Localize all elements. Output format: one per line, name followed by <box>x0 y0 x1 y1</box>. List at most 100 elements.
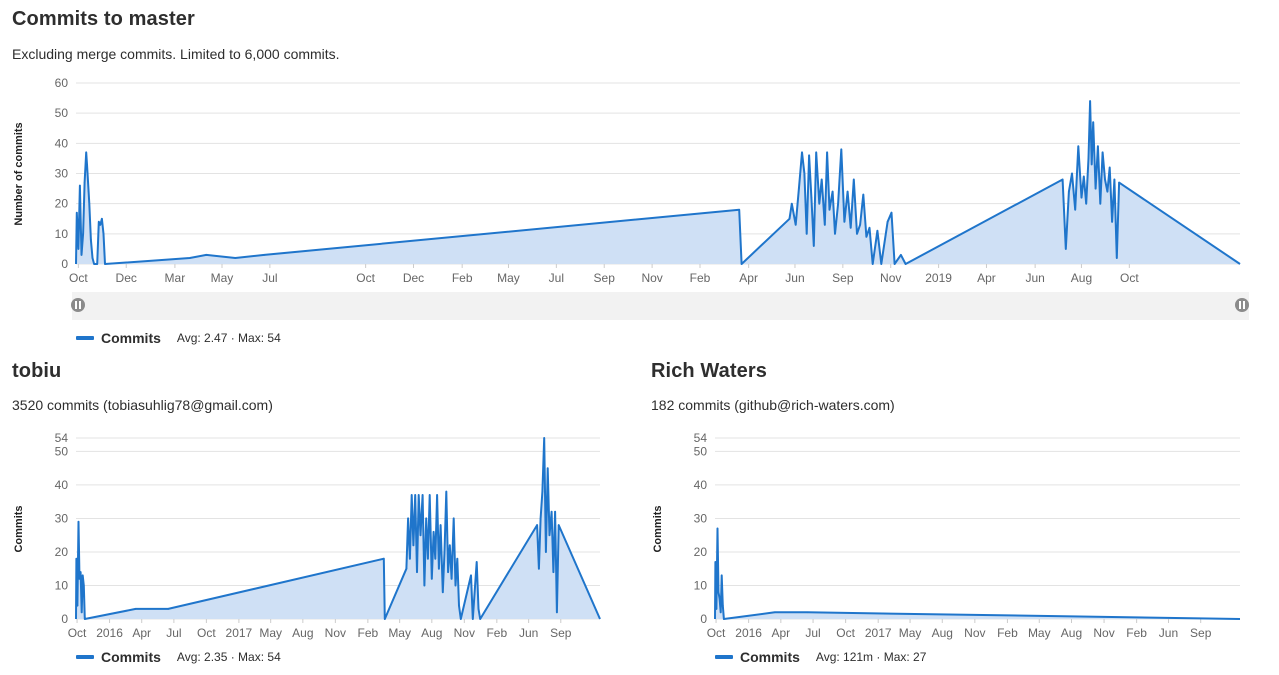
data-point <box>417 494 420 496</box>
legend-series-name[interactable]: Commits <box>101 330 161 346</box>
y-axis-label: Number of commits <box>13 122 25 225</box>
data-point <box>472 618 474 620</box>
y-tick-label: 20 <box>694 545 708 559</box>
data-point <box>1074 208 1076 211</box>
data-point <box>900 254 902 256</box>
data-point <box>1113 178 1116 181</box>
series-area <box>715 528 1240 619</box>
x-tick-label: Jul <box>549 271 564 285</box>
data-point <box>1099 202 1102 205</box>
data-point <box>263 254 266 256</box>
data-point <box>477 608 480 610</box>
data-point <box>91 257 94 259</box>
data-point <box>79 571 82 573</box>
data-point <box>714 561 717 563</box>
x-tick-label: Sep <box>832 271 854 285</box>
data-point <box>543 437 545 439</box>
data-point <box>414 494 417 496</box>
x-tick-label: Apr <box>772 626 791 640</box>
data-point <box>837 202 839 205</box>
data-point <box>479 618 482 620</box>
data-point <box>810 196 813 199</box>
zoom-handle-left[interactable] <box>71 298 85 312</box>
legend-series-name[interactable]: Commits <box>740 649 800 665</box>
data-point <box>871 263 874 265</box>
x-tick-label: May <box>497 271 520 285</box>
data-point <box>234 257 237 259</box>
data-point <box>167 608 169 610</box>
data-point <box>407 517 409 520</box>
legend-series-name[interactable]: Commits <box>101 649 161 665</box>
y-tick-label: 0 <box>61 612 68 626</box>
legend-stats: Avg: 2.47 · Max: 54 <box>176 331 281 345</box>
data-point <box>541 490 544 493</box>
data-point <box>80 611 83 614</box>
y-tick-label: 54 <box>694 431 708 445</box>
data-point <box>1097 145 1099 148</box>
data-point <box>102 233 105 235</box>
data-point <box>828 208 831 211</box>
x-tick-label: 2017 <box>226 626 253 640</box>
y-tick-label: 40 <box>694 478 708 492</box>
y-tick-label: 30 <box>55 511 69 525</box>
data-point <box>1085 202 1087 205</box>
data-point <box>442 591 444 593</box>
y-tick-label: 0 <box>700 612 707 626</box>
x-tick-label: Jun <box>785 271 804 285</box>
x-tick-label: Aug <box>1071 271 1092 285</box>
data-point <box>1077 145 1080 148</box>
data-point <box>1083 175 1085 178</box>
zoom-range-track[interactable] <box>72 292 1249 320</box>
data-point <box>439 524 442 526</box>
data-point <box>452 517 455 520</box>
data-point <box>83 584 85 587</box>
x-tick-label: Feb <box>690 271 711 285</box>
x-tick-label: Nov <box>454 626 475 640</box>
data-point <box>880 263 883 265</box>
data-point <box>1092 121 1094 123</box>
legend-swatch <box>76 336 94 340</box>
data-point <box>423 584 426 587</box>
data-point <box>447 571 449 573</box>
data-point <box>76 211 78 214</box>
data-point <box>1104 178 1106 181</box>
zoom-handle-right[interactable] <box>1235 298 1249 312</box>
data-point <box>788 218 791 220</box>
data-point <box>384 618 386 620</box>
data-point <box>99 224 102 226</box>
x-tick-label: Nov <box>641 271 662 285</box>
data-point <box>843 221 846 223</box>
x-tick-label: May <box>388 626 411 640</box>
data-point <box>853 178 855 181</box>
data-point <box>720 574 723 577</box>
data-point <box>409 557 411 560</box>
data-point <box>831 190 834 193</box>
main-chart-title: Commits to master <box>12 8 195 30</box>
contributor-name: tobiu <box>12 360 62 382</box>
data-point <box>716 527 719 530</box>
data-point <box>443 551 446 553</box>
x-tick-label: Jul <box>805 626 820 640</box>
data-point <box>552 571 555 573</box>
data-point <box>886 221 889 223</box>
data-point <box>425 517 428 520</box>
data-point <box>1111 221 1113 223</box>
data-point <box>1106 190 1109 193</box>
data-point <box>416 571 418 573</box>
legend-swatch <box>76 655 94 659</box>
data-point <box>1080 196 1083 199</box>
data-point <box>104 263 106 265</box>
data-point <box>538 567 540 570</box>
data-point <box>86 163 88 166</box>
data-point <box>436 494 438 496</box>
x-tick-label: Oct <box>707 626 726 640</box>
data-point <box>405 567 408 570</box>
x-tick-label: Nov <box>964 626 985 640</box>
tobiu-chart-legend: Commits Avg: 2.35 · Max: 54 <box>76 649 281 665</box>
data-point <box>427 557 429 560</box>
x-tick-label: Jun <box>519 626 538 640</box>
x-tick-label: 2019 <box>925 271 952 285</box>
data-point <box>438 567 440 570</box>
x-tick-label: Nov <box>1093 626 1114 640</box>
data-point <box>1090 163 1093 166</box>
